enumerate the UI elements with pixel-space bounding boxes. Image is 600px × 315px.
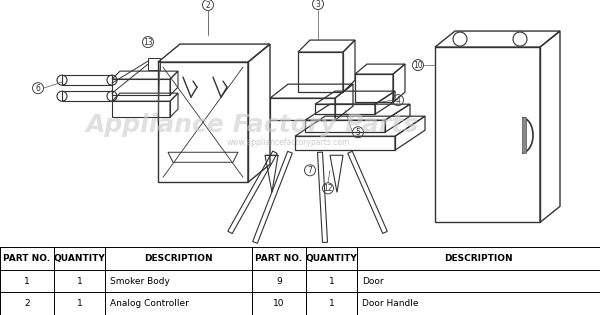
Text: www.appliancefactoryparts.com: www.appliancefactoryparts.com	[226, 138, 350, 147]
Text: 4: 4	[395, 96, 400, 105]
Text: 9: 9	[276, 277, 282, 286]
Text: Door Handle: Door Handle	[362, 299, 418, 308]
Text: 1: 1	[77, 277, 82, 286]
Text: DESCRIPTION: DESCRIPTION	[144, 254, 213, 263]
Text: 10: 10	[413, 60, 423, 70]
Text: PART NO.: PART NO.	[4, 254, 50, 263]
Text: Appliance Factory Parts: Appliance Factory Parts	[86, 113, 419, 137]
Text: 13: 13	[143, 37, 153, 47]
Text: 10: 10	[273, 299, 285, 308]
Text: 1: 1	[329, 277, 334, 286]
Text: DESCRIPTION: DESCRIPTION	[444, 254, 513, 263]
Text: Analog Controller: Analog Controller	[110, 299, 188, 308]
Text: 2: 2	[206, 1, 211, 9]
Text: 3: 3	[316, 0, 320, 9]
Text: 1: 1	[329, 299, 334, 308]
Text: Door: Door	[362, 277, 383, 286]
Text: 1: 1	[24, 277, 30, 286]
Text: 7: 7	[308, 166, 313, 175]
Text: 2: 2	[24, 299, 30, 308]
Text: 1: 1	[77, 299, 82, 308]
Text: QUANTITY: QUANTITY	[53, 254, 106, 263]
Text: PART NO.: PART NO.	[256, 254, 302, 263]
Text: 6: 6	[35, 84, 40, 93]
Text: QUANTITY: QUANTITY	[305, 254, 358, 263]
Text: 12: 12	[323, 184, 333, 193]
Polygon shape	[522, 117, 526, 153]
Text: 5: 5	[356, 128, 361, 137]
Text: Smoker Body: Smoker Body	[110, 277, 170, 286]
